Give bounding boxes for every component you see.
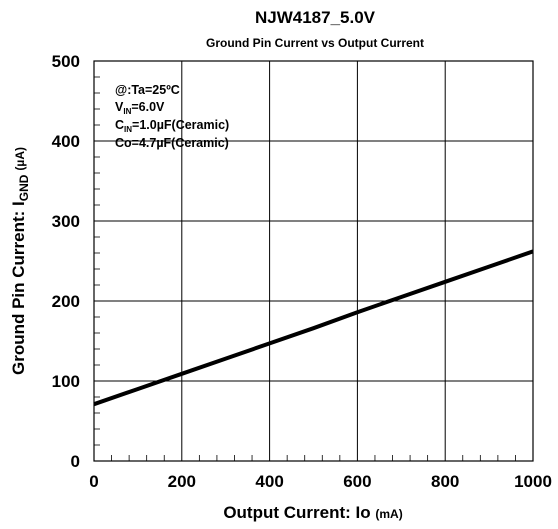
y-tick-label: 500	[52, 52, 80, 71]
y-tick-label: 300	[52, 212, 80, 231]
series-layer	[93, 249, 534, 407]
y-axis-label: Ground Pin Current: IGND (µA)	[9, 147, 31, 375]
annotation-co: Co=4.7µF(Ceramic)	[115, 136, 229, 150]
plot-area	[94, 61, 533, 461]
y-tick-label: 400	[52, 132, 80, 151]
annotation-vin: VIN=6.0V	[115, 100, 165, 116]
annotation-cin-main: C	[115, 118, 124, 132]
y-axis-label-main: Ground Pin Current: I	[9, 201, 28, 375]
annotation-box: @:Ta=25ºC VIN=6.0V CIN=1.0µF(Ceramic) Co…	[115, 83, 229, 150]
annotation-vin-sub: IN	[123, 107, 131, 116]
y-tick-label: 100	[52, 372, 80, 391]
annotation-cin-sub: IN	[124, 125, 132, 134]
x-tick-label: 600	[343, 472, 371, 491]
x-tick-label: 0	[89, 472, 98, 491]
grid	[93, 60, 534, 462]
annotation-temperature: @:Ta=25ºC	[115, 83, 180, 97]
series-line-0	[93, 249, 534, 407]
y-tick-labels: 0 100 200 300 400 500	[52, 52, 80, 471]
chart-subtitle: Ground Pin Current vs Output Current	[206, 36, 424, 50]
x-tick-label: 1000	[514, 472, 552, 491]
annotation-cin: CIN=1.0µF(Ceramic)	[115, 118, 229, 134]
x-axis-label-unit: (mA)	[375, 507, 402, 521]
chart-title: NJW4187_5.0V	[255, 8, 376, 27]
y-axis-label-sub: GND	[17, 174, 31, 201]
annotation-vin-main: V	[115, 100, 124, 114]
annotation-vin-value: =6.0V	[131, 100, 165, 114]
y-tick-label: 200	[52, 292, 80, 311]
x-tick-label: 800	[431, 472, 459, 491]
x-axis-label: Output Current: Io (mA)	[223, 503, 402, 522]
y-axis-label-unit: (µA)	[13, 147, 27, 171]
x-tick-labels: 0 200 400 600 800 1000	[89, 472, 552, 491]
annotation-cin-value: =1.0µF(Ceramic)	[132, 118, 229, 132]
x-axis-label-main: Output Current: Io	[223, 503, 370, 522]
plot-border	[93, 60, 534, 462]
x-tick-label: 200	[168, 472, 196, 491]
x-tick-label: 400	[255, 472, 283, 491]
minor-ticks	[94, 76, 516, 461]
y-tick-label: 0	[71, 452, 80, 471]
